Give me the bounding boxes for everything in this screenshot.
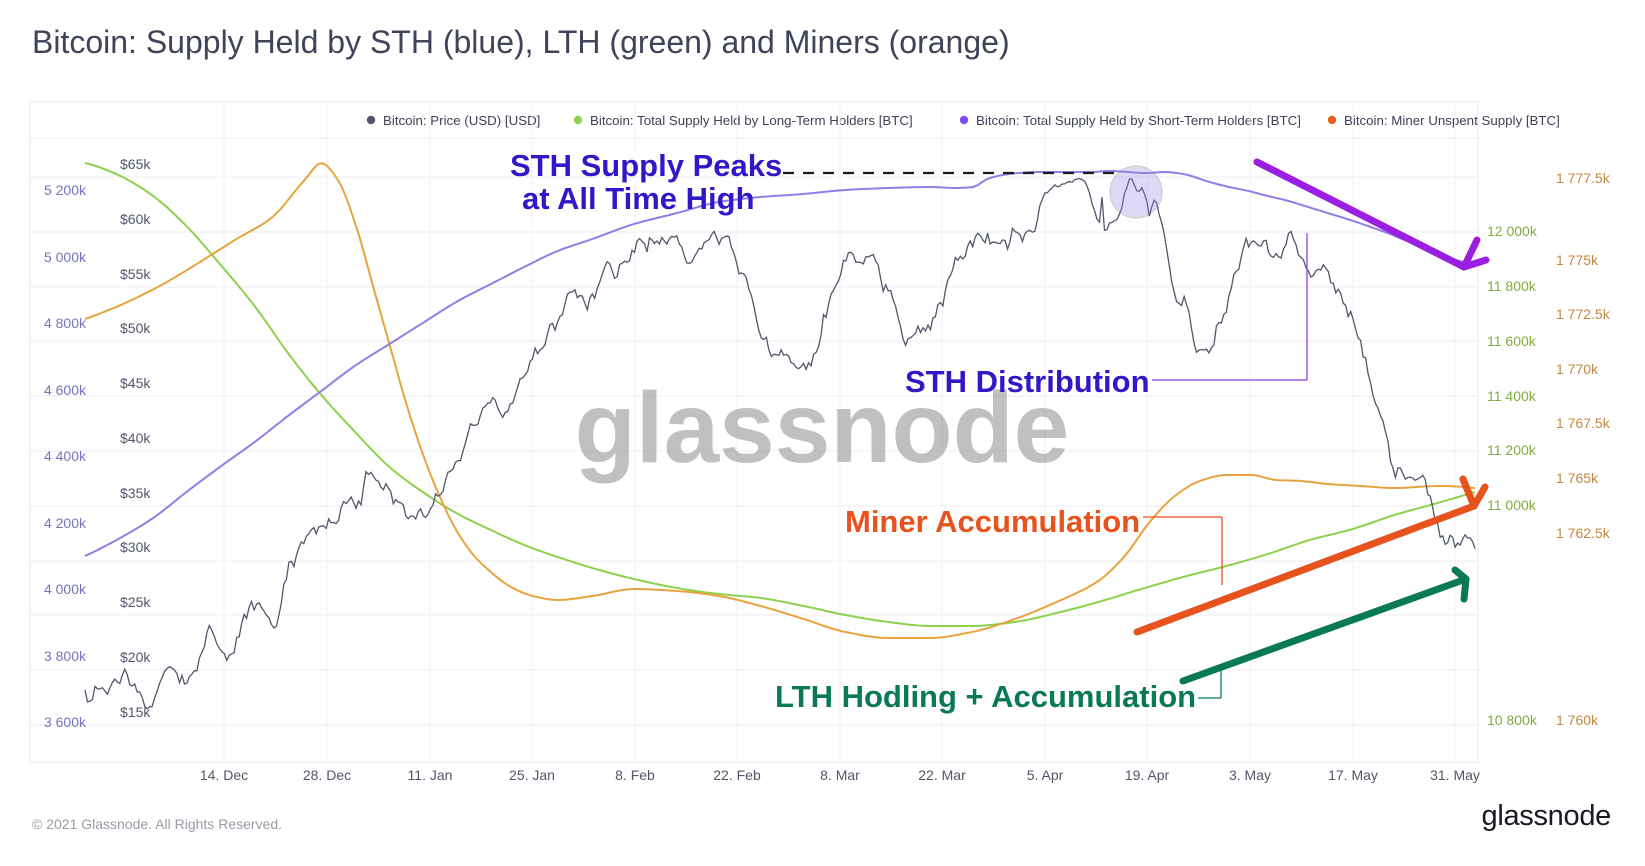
svg-text:11 800k: 11 800k (1487, 278, 1537, 294)
svg-text:28. Dec: 28. Dec (303, 767, 351, 783)
svg-text:3 800k: 3 800k (44, 648, 87, 664)
svg-text:1 772.5k: 1 772.5k (1556, 306, 1611, 322)
svg-text:31. May: 31. May (1430, 767, 1480, 783)
svg-text:$45k: $45k (120, 375, 151, 391)
svg-text:11. Jan: 11. Jan (408, 767, 453, 783)
svg-text:4 400k: 4 400k (44, 448, 87, 464)
svg-text:1 775k: 1 775k (1556, 252, 1599, 268)
svg-text:$20k: $20k (120, 649, 151, 665)
svg-text:3. May: 3. May (1229, 767, 1271, 783)
svg-text:1 762.5k: 1 762.5k (1556, 525, 1611, 541)
svg-text:12 000k: 12 000k (1487, 223, 1538, 239)
svg-text:$55k: $55k (120, 266, 151, 282)
svg-text:11 600k: 11 600k (1487, 333, 1537, 349)
svg-text:25. Jan: 25. Jan (509, 767, 555, 783)
svg-text:$65k: $65k (120, 156, 151, 172)
svg-text:5 200k: 5 200k (44, 182, 87, 198)
svg-text:$15k: $15k (120, 704, 151, 720)
svg-text:4 000k: 4 000k (44, 581, 87, 597)
svg-text:Bitcoin: Total Supply Held by: Bitcoin: Total Supply Held by Long-Term … (590, 113, 913, 128)
svg-text:Bitcoin: Price (USD) [USD]: Bitcoin: Price (USD) [USD] (383, 113, 540, 128)
svg-text:19. Apr: 19. Apr (1125, 767, 1170, 783)
svg-text:1 770k: 1 770k (1556, 361, 1599, 377)
svg-text:22. Mar: 22. Mar (918, 767, 966, 783)
svg-text:3 600k: 3 600k (44, 714, 87, 730)
svg-text:1 760k: 1 760k (1556, 712, 1599, 728)
svg-text:5 000k: 5 000k (44, 249, 87, 265)
svg-text:$25k: $25k (120, 594, 151, 610)
svg-text:Bitcoin: Miner Unspent Supply: Bitcoin: Miner Unspent Supply [BTC] (1344, 113, 1560, 128)
svg-text:at All Time High: at All Time High (522, 181, 755, 216)
svg-text:14. Dec: 14. Dec (200, 767, 248, 783)
svg-text:10 800k: 10 800k (1487, 712, 1538, 728)
svg-text:$30k: $30k (120, 539, 151, 555)
svg-text:STH Distribution: STH Distribution (905, 364, 1150, 399)
svg-text:8. Mar: 8. Mar (820, 767, 860, 783)
svg-text:22. Feb: 22. Feb (713, 767, 761, 783)
svg-text:$60k: $60k (120, 211, 151, 227)
svg-text:1 765k: 1 765k (1556, 470, 1599, 486)
svg-text:$50k: $50k (120, 320, 151, 336)
svg-text:4 800k: 4 800k (44, 315, 87, 331)
svg-text:$35k: $35k (120, 485, 151, 501)
svg-text:1 777.5k: 1 777.5k (1556, 170, 1611, 186)
svg-text:STH Supply Peaks: STH Supply Peaks (510, 148, 782, 183)
svg-text:11 000k: 11 000k (1487, 497, 1537, 513)
svg-text:11 200k: 11 200k (1487, 442, 1537, 458)
svg-text:5. Apr: 5. Apr (1027, 767, 1064, 783)
svg-text:17. May: 17. May (1328, 767, 1378, 783)
svg-text:LTH Hodling + Accumulation: LTH Hodling + Accumulation (775, 679, 1196, 714)
svg-text:1 767.5k: 1 767.5k (1556, 415, 1611, 431)
svg-text:8. Feb: 8. Feb (615, 767, 655, 783)
svg-text:4 200k: 4 200k (44, 515, 87, 531)
svg-text:$40k: $40k (120, 430, 151, 446)
svg-text:4 600k: 4 600k (44, 382, 87, 398)
svg-text:11 400k: 11 400k (1487, 388, 1537, 404)
svg-text:Miner Accumulation: Miner Accumulation (845, 504, 1140, 539)
svg-text:Bitcoin: Total Supply Held by: Bitcoin: Total Supply Held by Short-Term… (976, 113, 1301, 128)
